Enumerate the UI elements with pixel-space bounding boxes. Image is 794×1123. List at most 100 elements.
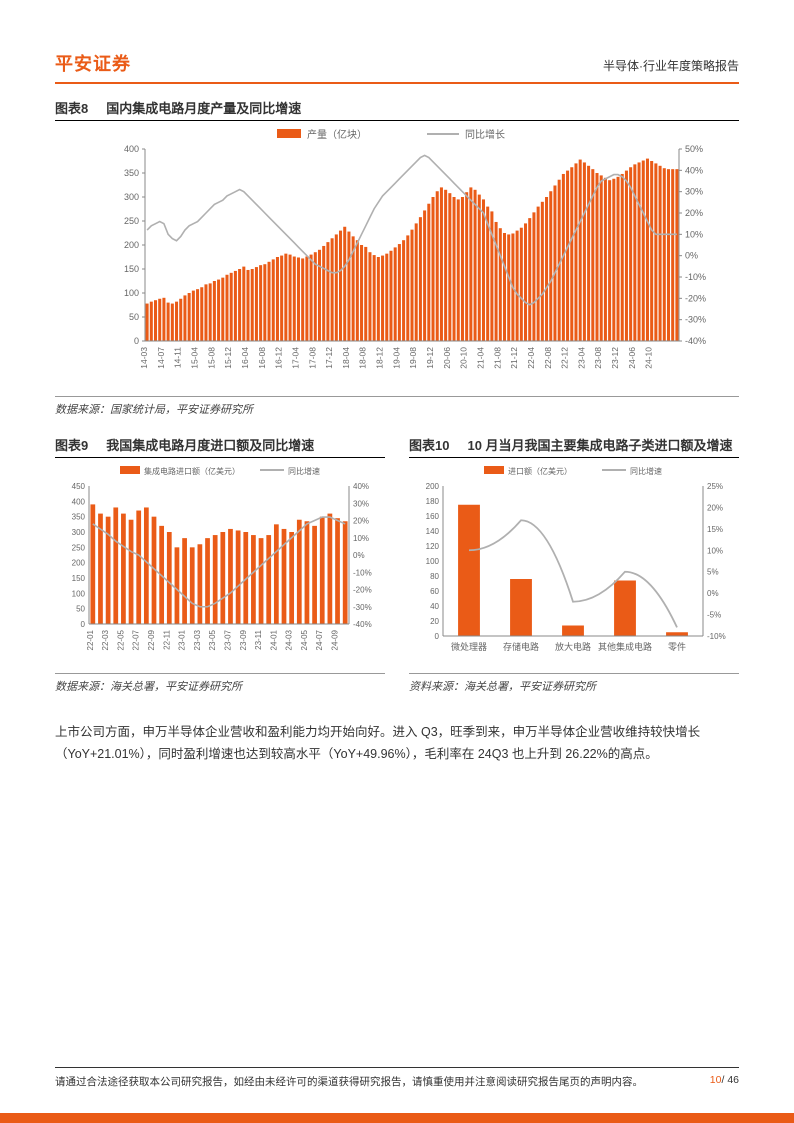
svg-text:18-12: 18-12 xyxy=(375,347,385,369)
svg-text:-10%: -10% xyxy=(353,568,372,577)
chart8-svg: 产量（亿块）同比增长050100150200250300350400-40%-3… xyxy=(55,127,739,387)
svg-text:19-08: 19-08 xyxy=(408,347,418,369)
svg-text:-30%: -30% xyxy=(685,315,706,325)
svg-text:-30%: -30% xyxy=(353,603,372,612)
figure8-source: 数据来源：国家统计局，平安证券研究所 xyxy=(55,401,739,417)
svg-text:200: 200 xyxy=(72,559,86,568)
svg-text:10%: 10% xyxy=(685,229,703,239)
svg-text:-10%: -10% xyxy=(685,272,706,282)
svg-text:30%: 30% xyxy=(685,187,703,197)
svg-text:15-12: 15-12 xyxy=(223,347,233,369)
svg-text:22-03: 22-03 xyxy=(101,629,110,650)
chart10-svg: 进口额（亿美元）同比增速020406080100120140160180200-… xyxy=(409,464,739,664)
svg-text:21-12: 21-12 xyxy=(509,347,519,369)
svg-text:21-04: 21-04 xyxy=(475,347,485,369)
figure9-rule xyxy=(55,673,385,674)
page-current: 10 xyxy=(710,1074,722,1086)
header-rule xyxy=(55,82,739,84)
svg-text:0: 0 xyxy=(134,336,139,346)
svg-text:300: 300 xyxy=(124,192,139,202)
svg-text:16-12: 16-12 xyxy=(274,347,284,369)
svg-text:22-09: 22-09 xyxy=(147,629,156,650)
svg-text:14-03: 14-03 xyxy=(139,347,149,369)
svg-text:微处理器: 微处理器 xyxy=(451,641,487,652)
svg-text:17-12: 17-12 xyxy=(324,347,334,369)
brand-logo: 平安证券 xyxy=(55,50,131,76)
svg-text:同比增速: 同比增速 xyxy=(630,466,662,476)
figure8-caption: 国内集成电路月度产量及同比增速 xyxy=(106,101,301,116)
svg-text:24-05: 24-05 xyxy=(300,629,309,650)
figure9-caption: 我国集成电路月度进口额及同比增速 xyxy=(106,438,314,453)
svg-text:23-04: 23-04 xyxy=(576,347,586,369)
svg-text:22-12: 22-12 xyxy=(560,347,570,369)
svg-text:15-04: 15-04 xyxy=(190,347,200,369)
figure9-title: 图表9我国集成电路月度进口额及同比增速 xyxy=(55,435,385,458)
svg-text:23-07: 23-07 xyxy=(223,629,232,650)
svg-text:23-09: 23-09 xyxy=(239,629,248,650)
svg-text:300: 300 xyxy=(72,528,86,537)
svg-text:0%: 0% xyxy=(353,551,365,560)
svg-text:120: 120 xyxy=(426,542,440,551)
figure8-number: 图表8 xyxy=(55,101,88,116)
svg-text:160: 160 xyxy=(426,512,440,521)
svg-text:16-08: 16-08 xyxy=(257,347,267,369)
svg-text:14-11: 14-11 xyxy=(173,347,183,368)
svg-text:-20%: -20% xyxy=(685,293,706,303)
svg-text:20-06: 20-06 xyxy=(442,347,452,369)
svg-text:15-08: 15-08 xyxy=(206,347,216,369)
svg-text:15%: 15% xyxy=(707,525,723,534)
figure10-number: 图表10 xyxy=(409,438,449,453)
svg-text:同比增速: 同比增速 xyxy=(288,466,320,476)
figure8-chart: 产量（亿块）同比增长050100150200250300350400-40%-3… xyxy=(55,127,739,390)
svg-text:20%: 20% xyxy=(685,208,703,218)
svg-text:23-03: 23-03 xyxy=(193,629,202,650)
svg-text:-20%: -20% xyxy=(353,586,372,595)
svg-text:40%: 40% xyxy=(353,482,369,491)
svg-text:100: 100 xyxy=(72,589,86,598)
svg-text:24-09: 24-09 xyxy=(331,629,340,650)
svg-text:21-08: 21-08 xyxy=(492,347,502,369)
svg-text:450: 450 xyxy=(72,482,86,491)
svg-text:放大电路: 放大电路 xyxy=(555,641,591,652)
svg-text:40: 40 xyxy=(430,602,439,611)
svg-text:400: 400 xyxy=(124,144,139,154)
svg-text:400: 400 xyxy=(72,497,86,506)
svg-text:23-01: 23-01 xyxy=(178,629,187,650)
page-number: 10/ 46 xyxy=(710,1074,739,1089)
figure9-source: 数据来源：海关总署，平安证券研究所 xyxy=(55,678,385,694)
svg-text:17-08: 17-08 xyxy=(307,347,317,369)
figure9-col: 图表9我国集成电路月度进口额及同比增速 集成电路进口额（亿美元）同比增速0501… xyxy=(55,435,385,712)
svg-text:22-08: 22-08 xyxy=(543,347,553,369)
svg-text:18-08: 18-08 xyxy=(358,347,368,369)
footer-bar xyxy=(0,1113,794,1123)
figure-row: 图表9我国集成电路月度进口额及同比增速 集成电路进口额（亿美元）同比增速0501… xyxy=(55,435,739,712)
svg-text:-10%: -10% xyxy=(707,632,726,641)
svg-text:30%: 30% xyxy=(353,499,369,508)
svg-text:200: 200 xyxy=(124,240,139,250)
svg-text:同比增长: 同比增长 xyxy=(465,128,505,141)
svg-text:24-06: 24-06 xyxy=(627,347,637,369)
page-header: 平安证券 半导体·行业年度策略报告 xyxy=(55,50,739,76)
svg-text:23-12: 23-12 xyxy=(610,347,620,369)
svg-text:40%: 40% xyxy=(685,165,703,175)
figure10-rule xyxy=(409,673,739,674)
svg-text:-40%: -40% xyxy=(353,620,372,629)
svg-text:350: 350 xyxy=(72,513,86,522)
svg-text:200: 200 xyxy=(426,482,440,491)
svg-text:集成电路进口额（亿美元）: 集成电路进口额（亿美元） xyxy=(144,466,240,476)
svg-text:17-04: 17-04 xyxy=(290,347,300,369)
svg-text:180: 180 xyxy=(426,497,440,506)
footer-disclaimer: 请通过合法途径获取本公司研究报告，如经由未经许可的渠道获得研究报告，请慎重使用并… xyxy=(55,1074,643,1089)
svg-text:20%: 20% xyxy=(353,517,369,526)
svg-text:80: 80 xyxy=(430,572,439,581)
svg-text:零件: 零件 xyxy=(668,641,686,652)
svg-text:-40%: -40% xyxy=(685,336,706,346)
figure10-caption: 10 月当月我国主要集成电路子类进口额及增速 xyxy=(467,438,732,453)
svg-text:20: 20 xyxy=(430,617,439,626)
svg-text:22-11: 22-11 xyxy=(162,629,171,649)
svg-text:10%: 10% xyxy=(707,546,723,555)
svg-text:其他集成电路: 其他集成电路 xyxy=(598,641,652,652)
figure10-source: 资料来源：海关总署，平安证券研究所 xyxy=(409,678,739,694)
page-footer: 请通过合法途径获取本公司研究报告，如经由未经许可的渠道获得研究报告，请慎重使用并… xyxy=(55,1067,739,1089)
svg-text:20%: 20% xyxy=(707,503,723,512)
